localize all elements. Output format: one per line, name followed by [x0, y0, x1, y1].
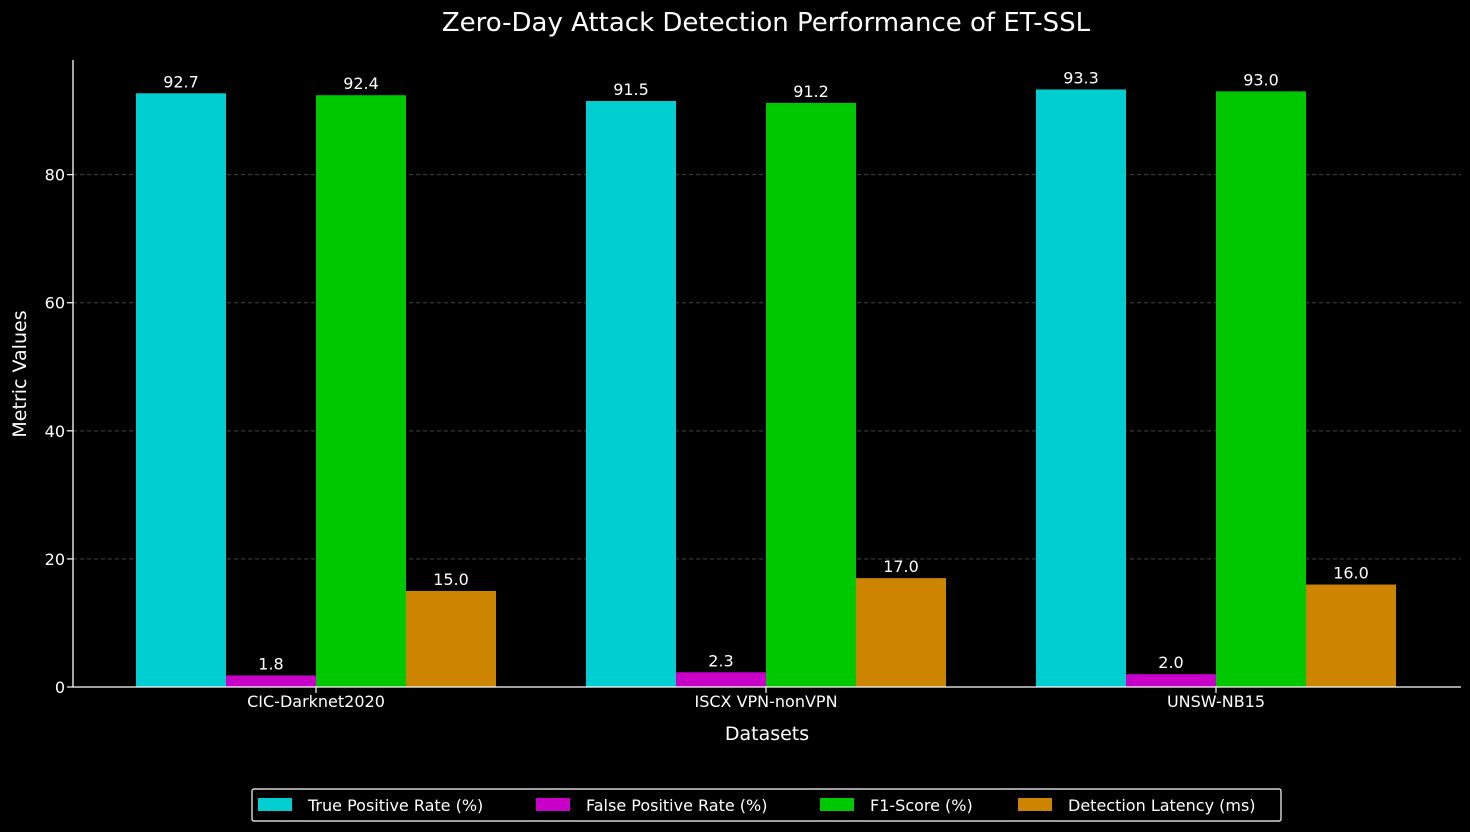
bar-f1-score-iscx-vpn-nonvpn — [766, 102, 856, 688]
bar-true-positive-rate-iscx-vpn-nonvpn — [586, 100, 676, 687]
data-label-true-positive-rate-cic-darknet2020: 92.7 — [163, 72, 199, 91]
data-label-detection-latency-ms-iscx-vpn-nonvpn: 17.0 — [883, 557, 919, 576]
y-axis-label: Metric Values — [9, 310, 31, 437]
data-label-detection-latency-ms-cic-darknet2020: 15.0 — [433, 570, 469, 589]
bar-false-positive-rate-iscx-vpn-nonvpn — [676, 672, 766, 687]
data-label-f1-score-iscx-vpn-nonvpn: 91.2 — [793, 82, 829, 101]
y-tick-label-60: 60 — [45, 294, 65, 313]
legend-label-f1-score: F1-Score (%) — [870, 796, 973, 815]
bar-f1-score-cic-darknet2020 — [316, 95, 406, 687]
legend-swatch-detection-latency-ms — [1018, 798, 1052, 811]
data-label-true-positive-rate-unsw-nb15: 93.3 — [1063, 68, 1099, 87]
data-label-true-positive-rate-iscx-vpn-nonvpn: 91.5 — [613, 80, 649, 99]
bar-false-positive-rate-cic-darknet2020 — [226, 675, 316, 687]
bar-false-positive-rate-unsw-nb15 — [1126, 674, 1216, 687]
legend-swatch-f1-score — [820, 798, 854, 811]
legend-swatch-true-positive-rate — [258, 798, 292, 811]
y-tick-label-80: 80 — [45, 166, 65, 185]
y-tick-label-40: 40 — [45, 422, 65, 441]
bar-detection-latency-ms-iscx-vpn-nonvpn — [856, 578, 946, 687]
tick-layer: 0 20 40 60 80 CIC-Darknet2020 ISCX VPN-nonVPN U… — [45, 166, 1265, 711]
bar-layer — [136, 89, 1396, 688]
bar-true-positive-rate-cic-darknet2020 — [136, 93, 226, 688]
x-tick-label-iscx-vpn-nonvpn: ISCX VPN-nonVPN — [694, 692, 837, 711]
chart-title: Zero-Day Attack Detection Performance of… — [442, 8, 1091, 38]
bar-detection-latency-ms-unsw-nb15 — [1306, 584, 1396, 687]
data-label-detection-latency-ms-unsw-nb15: 16.0 — [1333, 564, 1369, 583]
data-label-false-positive-rate-iscx-vpn-nonvpn: 2.3 — [708, 651, 733, 670]
data-label-f1-score-cic-darknet2020: 92.4 — [343, 74, 379, 93]
bar-f1-score-unsw-nb15 — [1216, 91, 1306, 687]
legend-label-true-positive-rate: True Positive Rate (%) — [307, 796, 483, 815]
legend: True Positive Rate (%) False Positive Rat… — [251, 788, 1282, 822]
y-tick-label-0: 0 — [55, 678, 65, 697]
legend-frame — [251, 788, 1282, 822]
x-tick-label-unsw-nb15: UNSW-NB15 — [1167, 692, 1265, 711]
bar-detection-latency-ms-cic-darknet2020 — [406, 590, 496, 687]
x-tick-label-cic-darknet2020: CIC-Darknet2020 — [247, 692, 385, 711]
data-label-false-positive-rate-unsw-nb15: 2.0 — [1158, 653, 1183, 672]
label-layer: 92.7 1.8 92.4 15.0 91.5 2.3 91.2 17.0 93.3 2.0 93.… — [163, 68, 1369, 673]
data-label-false-positive-rate-cic-darknet2020: 1.8 — [258, 654, 283, 673]
y-tick-label-20: 20 — [45, 550, 65, 569]
data-label-f1-score-unsw-nb15: 93.0 — [1243, 70, 1279, 89]
legend-label-detection-latency-ms: Detection Latency (ms) — [1068, 796, 1256, 815]
legend-swatch-false-positive-rate — [536, 798, 570, 811]
x-axis-label: Datasets — [725, 723, 809, 745]
bar-true-positive-rate-unsw-nb15 — [1036, 89, 1126, 687]
legend-label-false-positive-rate: False Positive Rate (%) — [586, 796, 767, 815]
